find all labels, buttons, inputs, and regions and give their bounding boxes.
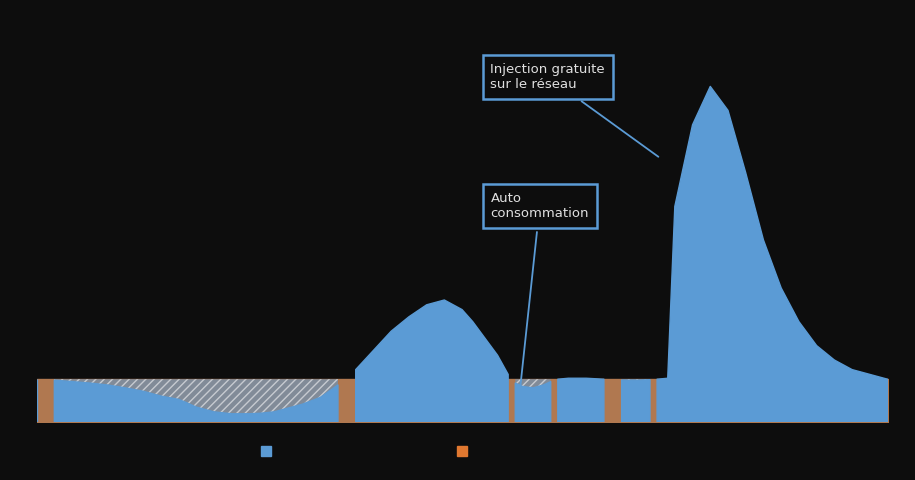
Text: Injection gratuite
sur le réseau: Injection gratuite sur le réseau — [490, 63, 659, 157]
Text: Auto
consommation: Auto consommation — [490, 192, 589, 398]
